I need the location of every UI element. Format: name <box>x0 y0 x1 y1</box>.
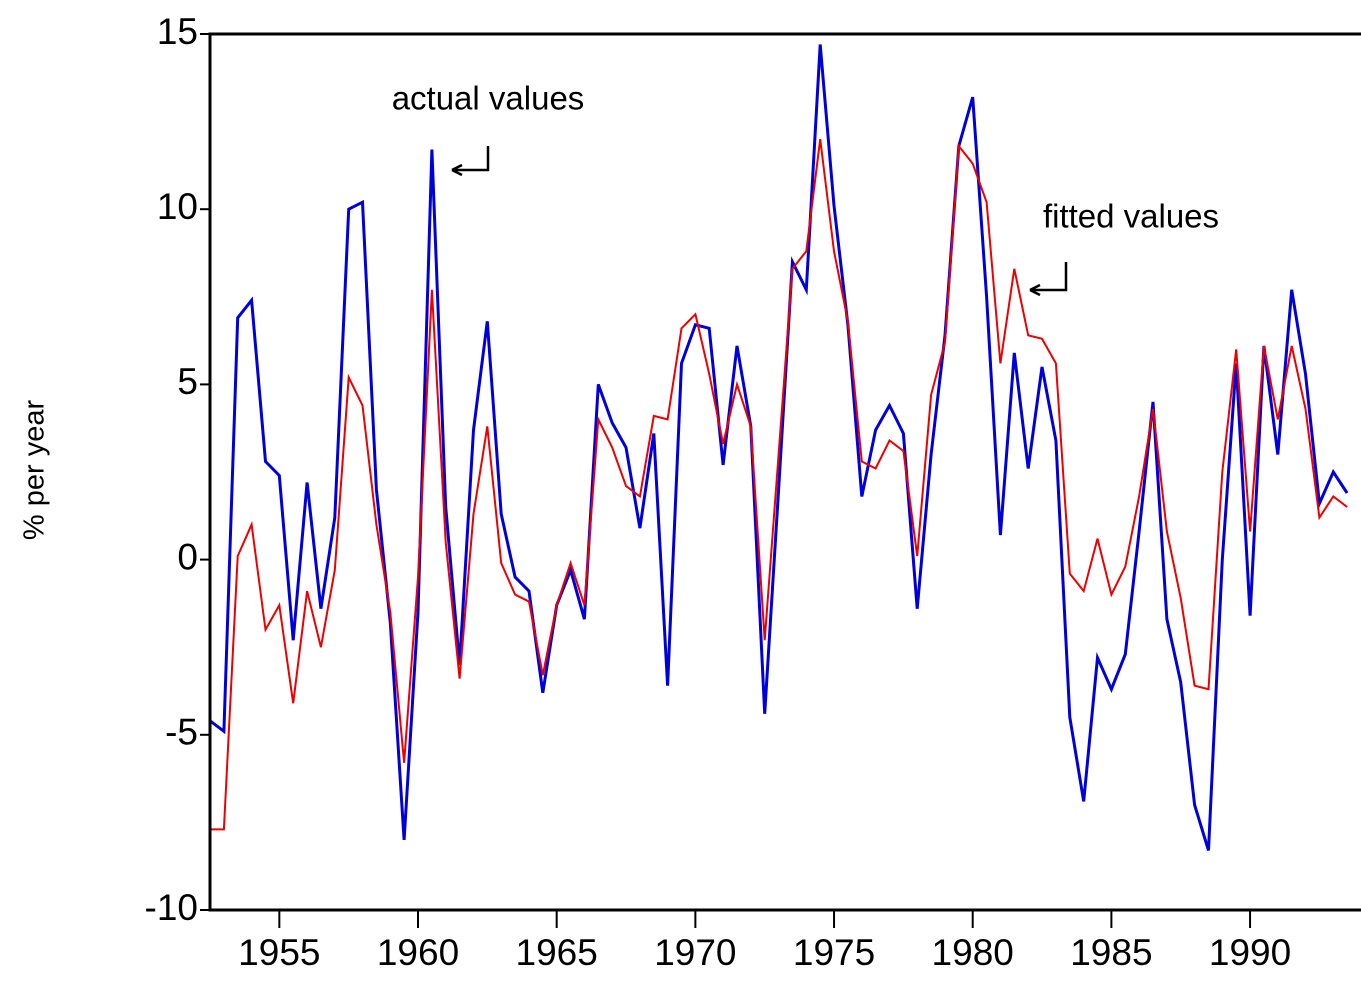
annotation: fitted values <box>1043 198 1219 235</box>
y-tick-label: -5 <box>165 712 198 753</box>
y-tick-label: -10 <box>145 887 198 928</box>
annotation: actual values <box>392 80 585 117</box>
data-line <box>210 44 1349 851</box>
data-line <box>210 138 1348 831</box>
plot-frame <box>208 32 1361 912</box>
y-tick-label: 15 <box>157 11 198 52</box>
y-tick-label: 10 <box>157 186 198 227</box>
x-tick-label: 1990 <box>1209 932 1291 973</box>
y-tick-label: 5 <box>177 361 198 402</box>
y-axis-label: % per year <box>19 400 51 541</box>
x-tick-label: 1955 <box>238 932 320 973</box>
x-tick-label: 1960 <box>377 932 459 973</box>
x-tick-label: 1985 <box>1070 932 1152 973</box>
annotation-arrow <box>1029 262 1068 297</box>
x-tick-label: 1965 <box>516 932 598 973</box>
x-tick-label: 1975 <box>793 932 875 973</box>
x-tick-label: 1980 <box>932 932 1014 973</box>
x-tick-label: 1970 <box>654 932 736 973</box>
annotation-arrow <box>451 146 490 177</box>
y-tick-label: 0 <box>177 536 198 577</box>
